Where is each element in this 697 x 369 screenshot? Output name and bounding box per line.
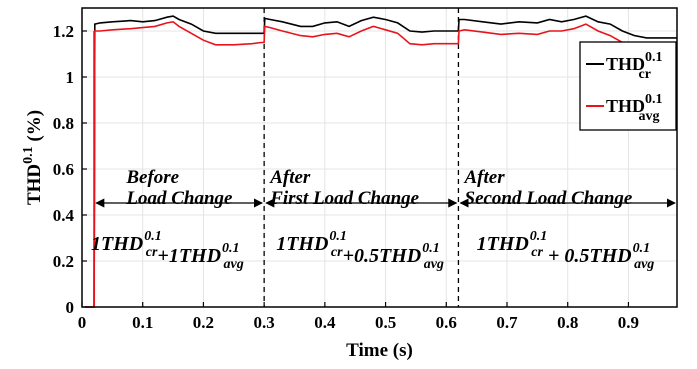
phase-label-line1: After: [269, 167, 311, 188]
weighting-formula: 1THD0.1 cr+1THD0.1 avg: [91, 229, 244, 272]
legend: THD0.1 cr THD0.1 avg: [579, 41, 677, 131]
x-axis-label: Time (s): [346, 340, 413, 361]
x-tick-label: 0.9: [618, 313, 639, 332]
y-tick-label: 0: [66, 298, 75, 317]
y-axis-label: THD0.1 (%): [21, 110, 45, 205]
tick-labels: 0 0.1 0.2 0.3 0.4 0.5 0.6 0.7 0.8 0.9 0 0.2 0.4 0.6 0.…: [21, 22, 639, 361]
phase-label-line2: First Load Change: [269, 188, 419, 209]
x-tick-label: 0.3: [254, 313, 275, 332]
axes: [81, 7, 678, 308]
x-tick-label: 0.1: [132, 313, 153, 332]
phase-label-line1: Before: [125, 167, 179, 188]
y-tick-label: 0.4: [53, 206, 75, 225]
x-tick-label: 0.6: [436, 313, 457, 332]
x-tick-label: 0.7: [496, 313, 518, 332]
legend-box: [579, 41, 677, 131]
y-tick-label: 0.2: [53, 252, 74, 271]
phase-label-line2: Load Change: [125, 188, 233, 209]
phase-label-line2: Second Load Change: [465, 188, 633, 209]
y-tick-label: 0.8: [53, 114, 74, 133]
legend-entry: THD0.1 avg: [606, 92, 663, 124]
x-tick-label: 0.2: [193, 313, 214, 332]
weighting-formula: 1THD0.1 cr + 0.5THD0.1 avg: [477, 229, 655, 272]
x-tick-label: 0: [78, 313, 87, 332]
plot-frame: [81, 7, 678, 308]
y-tick-label: 0.6: [53, 160, 74, 179]
legend-entry: THD0.1 cr: [606, 50, 663, 82]
x-tick-label: 0.5: [375, 313, 396, 332]
y-tick-label: 1.2: [53, 22, 74, 41]
series-line-cr: [93, 15, 677, 308]
x-tick-label: 0.8: [557, 313, 578, 332]
series-line-avg: [93, 20, 677, 308]
x-tick-label: 0.4: [314, 313, 336, 332]
weighting-formula: 1THD0.1 cr+0.5THD0.1 avg: [276, 229, 444, 272]
y-tick-label: 1: [66, 68, 75, 87]
phase-dividers: [263, 8, 460, 307]
phase-label-line1: After: [464, 167, 506, 188]
